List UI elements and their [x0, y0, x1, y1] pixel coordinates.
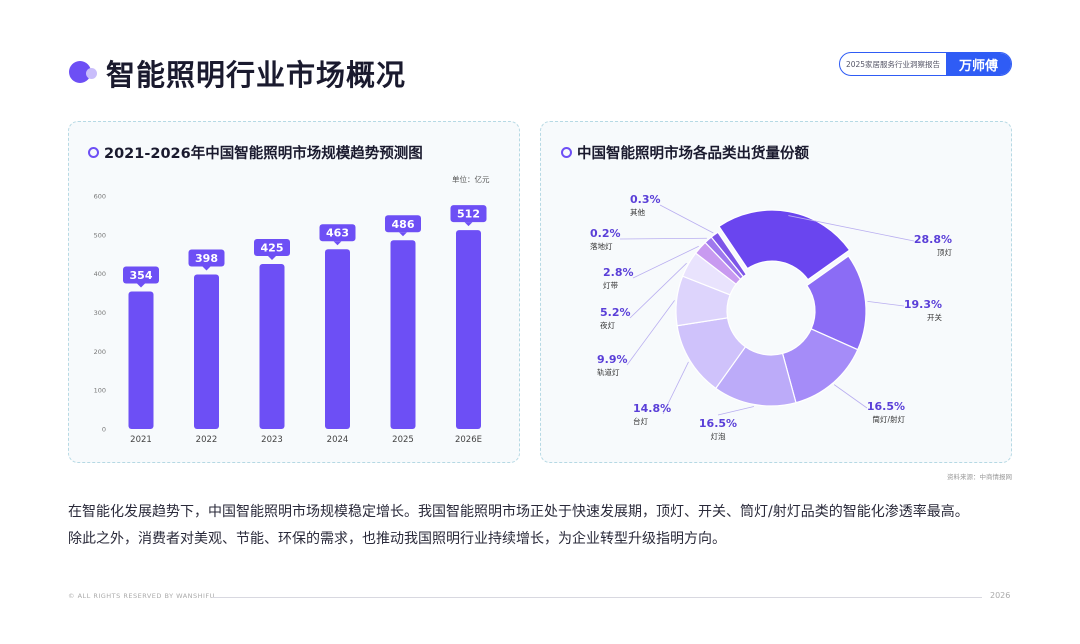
bar-value-label: 512 — [457, 208, 480, 221]
slice-name-label: 灯带 — [603, 280, 618, 290]
slice-percent-label: 16.5% — [867, 400, 905, 413]
callout-line — [659, 204, 714, 234]
donut-title-ring-icon — [561, 147, 572, 158]
body-paragraph: 在智能化发展趋势下，中国智能照明市场规模稳定增长。我国智能照明市场正处于快速发展… — [68, 499, 1028, 553]
x-tick-label: 2021 — [130, 435, 152, 445]
slice-name-label: 落地灯 — [590, 241, 613, 251]
slice-name-label: 其他 — [630, 207, 645, 217]
callout-line — [867, 300, 905, 307]
x-tick-label: 2026E — [455, 435, 482, 445]
bar-value-label: 486 — [392, 218, 415, 231]
donut-chart-title: 中国智能照明市场各品类出货量份额 — [577, 146, 809, 162]
bar-2023 — [259, 263, 285, 429]
slice-name-label: 顶灯 — [937, 247, 952, 257]
y-tick-label: 400 — [94, 270, 106, 278]
slice-percent-label: 0.2% — [590, 227, 621, 240]
slice-name-label: 夜灯 — [600, 320, 615, 330]
callout-line — [788, 215, 915, 242]
page-title: 智能照明行业市场概况 — [106, 58, 407, 92]
x-tick-label: 2023 — [261, 435, 283, 445]
bar-chart: 0 100 200 300 400 500 600 354 2021 398 2022 425 2023… — [94, 193, 487, 445]
donut-chart: 28.8%顶灯19.3%开关16.5%筒灯/射灯16.5%灯泡14.8%台灯9.… — [590, 193, 952, 441]
slice-name-label: 筒灯/射灯 — [872, 414, 905, 424]
bar-2026E — [456, 230, 481, 429]
bar-2021 — [128, 291, 154, 429]
bar-value-tag — [188, 249, 225, 267]
y-tick-label: 100 — [94, 387, 106, 395]
bar-2024 — [325, 249, 350, 429]
y-tick-label: 0 — [102, 426, 106, 434]
y-tick-label: 200 — [94, 348, 106, 356]
bar-value-tag — [385, 215, 421, 233]
bar-value-tag-pointer — [137, 283, 145, 288]
bar-2022 — [194, 274, 219, 429]
body-line-1: 在智能化发展趋势下，中国智能照明市场规模稳定增长。我国智能照明市场正处于快速发展… — [68, 504, 969, 520]
x-tick-label: 2022 — [196, 435, 218, 445]
bar-chart-unit: 单位：亿元 — [452, 175, 490, 184]
footer-year: 2026 — [990, 591, 1011, 600]
bar-value-tag — [319, 224, 356, 242]
slice-percent-label: 16.5% — [699, 417, 737, 430]
body-line-2: 除此之外，消费者对美观、节能、环保的需求，也推动我国照明行业持续增长，为企业转型… — [68, 531, 726, 547]
bar-value-tag — [450, 205, 487, 223]
bar-value-tag-pointer — [268, 255, 276, 260]
footer-divider — [212, 597, 982, 598]
brand-logo: 万师傅 — [946, 53, 1011, 75]
bar-value-tag — [123, 266, 159, 284]
bar-title-ring-icon — [88, 147, 99, 158]
slice-percent-label: 0.3% — [630, 193, 661, 206]
slice-percent-label: 28.8% — [914, 233, 952, 246]
bar-value-label: 425 — [261, 241, 284, 254]
slice-percent-label: 19.3% — [904, 298, 942, 311]
bar-value-label: 463 — [326, 227, 349, 240]
bar-2025 — [390, 240, 416, 429]
report-name: 2025家居服务行业洞察报告 — [845, 59, 941, 69]
slice-name-label: 灯泡 — [711, 431, 726, 441]
bar-value-label: 398 — [195, 252, 218, 265]
report-badge: 2025家居服务行业洞察报告 万师傅 — [839, 52, 1012, 76]
slice-percent-label: 2.8% — [603, 266, 634, 279]
bar-value-label: 354 — [130, 269, 153, 282]
bar-value-tag-pointer — [333, 241, 342, 246]
bar-value-tag-pointer — [399, 232, 407, 237]
callout-line — [717, 406, 754, 416]
y-tick-label: 500 — [94, 231, 106, 239]
bar-value-tag-pointer — [464, 222, 473, 227]
source-note: 资料来源：中商情报网 — [947, 473, 1012, 481]
slice-percent-label: 14.8% — [633, 402, 671, 415]
x-tick-label: 2025 — [392, 435, 414, 445]
bar-chart-title: 2021-2026年中国智能照明市场规模趋势预测图 — [104, 146, 423, 162]
callout-line — [833, 384, 868, 409]
y-tick-label: 600 — [94, 193, 106, 201]
callout-line — [626, 300, 675, 366]
bar-value-tag — [254, 238, 290, 256]
bar-value-tag-pointer — [202, 266, 211, 271]
slice-name-label: 开关 — [927, 312, 942, 322]
title-dot-accent-icon — [86, 68, 97, 79]
slice-percent-label: 5.2% — [600, 306, 631, 319]
title-dot-icon — [69, 61, 91, 83]
slice-percent-label: 9.9% — [597, 353, 628, 366]
callout-line — [662, 361, 689, 415]
x-tick-label: 2024 — [327, 435, 349, 445]
callout-line — [619, 237, 707, 240]
slice-name-label: 台灯 — [633, 416, 648, 426]
footer-copyright: © ALL RIGHTS RESERVED BY WANSHIFU — [68, 592, 215, 600]
callout-line — [629, 262, 687, 319]
callout-line — [632, 245, 699, 279]
slice-name-label: 轨道灯 — [597, 367, 620, 377]
donut-slice-顶灯 — [718, 209, 851, 281]
y-tick-label: 300 — [94, 309, 106, 317]
donut-slice-其他 — [710, 231, 748, 278]
